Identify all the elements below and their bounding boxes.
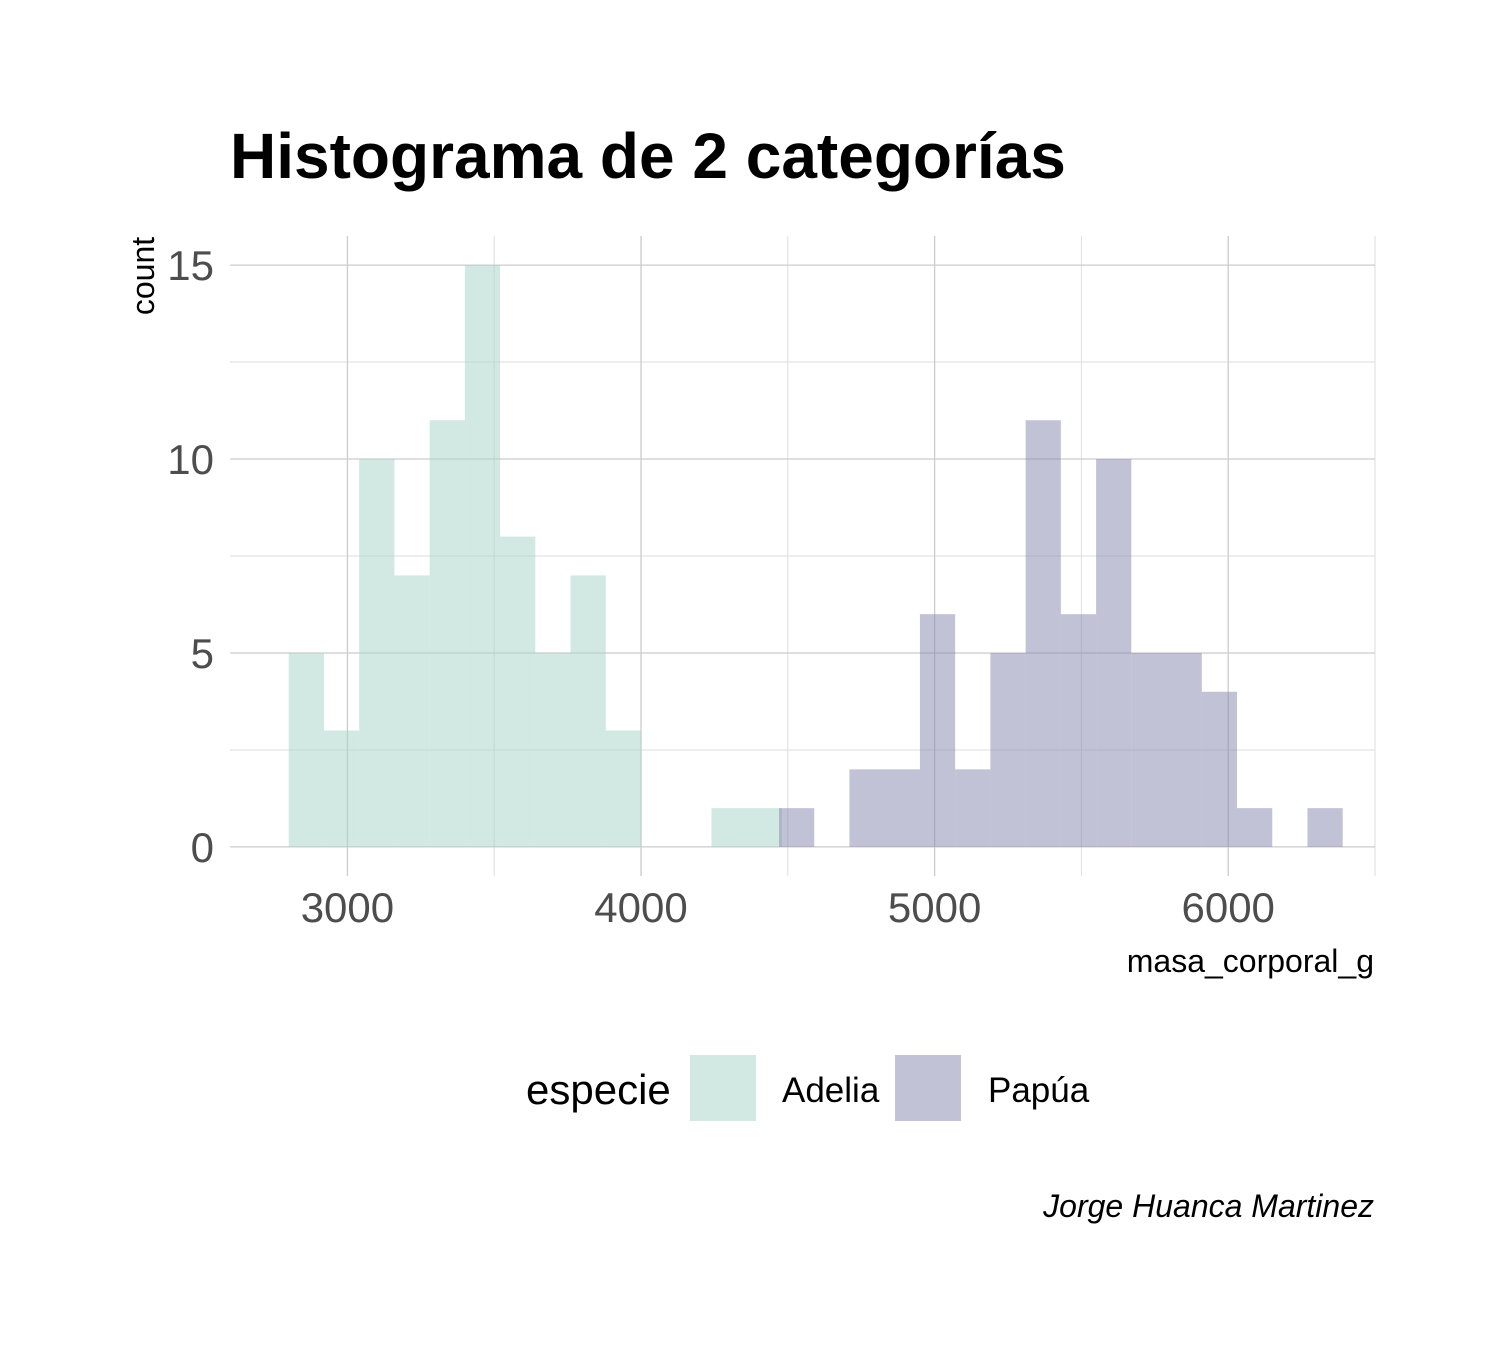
bar-papua	[1307, 808, 1343, 847]
bar-adelia	[429, 420, 465, 847]
y-tick-label: 10	[167, 436, 214, 483]
x-axis-title: masa_corporal_g	[1127, 943, 1374, 979]
bar-adelia	[394, 575, 430, 847]
bar-adelia	[711, 808, 782, 847]
bar-adelia	[570, 575, 606, 847]
y-tick-label: 5	[191, 630, 214, 677]
x-tick-label: 4000	[594, 884, 687, 931]
bar-papua	[1096, 459, 1132, 847]
bar-adelia	[464, 265, 501, 847]
bars	[288, 265, 1343, 847]
y-tick-label: 15	[167, 242, 214, 289]
y-axis-title: count	[125, 237, 161, 315]
legend-label-adelia: Adelia	[782, 1071, 880, 1110]
legend-title: especie	[526, 1066, 671, 1113]
legend-key-papua	[895, 1055, 961, 1121]
y-tick-labels: 0 5 10 15	[167, 242, 214, 871]
bar-papua	[849, 769, 920, 847]
caption: Jorge Huanca Martinez	[1042, 1188, 1374, 1224]
x-tick-label: 6000	[1181, 884, 1274, 931]
bar-papua	[919, 614, 956, 847]
bar-papua	[1025, 420, 1061, 847]
bar-adelia	[605, 730, 642, 847]
bar-adelia	[359, 459, 395, 847]
bar-adelia	[500, 536, 536, 847]
bar-adelia	[323, 730, 360, 847]
bar-adelia	[535, 652, 571, 847]
bar-papua	[955, 769, 991, 847]
bar-papua	[990, 652, 1026, 847]
legend-label-papua: Papúa	[988, 1071, 1090, 1110]
y-tick-label: 0	[191, 824, 214, 871]
x-tick-label: 5000	[888, 884, 981, 931]
bar-adelia	[288, 652, 324, 847]
bar-papua	[1201, 691, 1238, 847]
chart-title: Histograma de 2 categorías	[230, 120, 1066, 192]
legend-key-adelia	[690, 1055, 756, 1121]
x-tick-label: 3000	[301, 884, 394, 931]
bar-papua	[1131, 652, 1202, 847]
bar-papua	[779, 808, 815, 847]
legend: especie Adelia Papúa	[526, 1055, 1090, 1121]
bar-papua	[1060, 614, 1097, 847]
x-tick-labels: 3000 4000 5000 6000	[301, 884, 1275, 931]
bar-papua	[1237, 808, 1273, 847]
